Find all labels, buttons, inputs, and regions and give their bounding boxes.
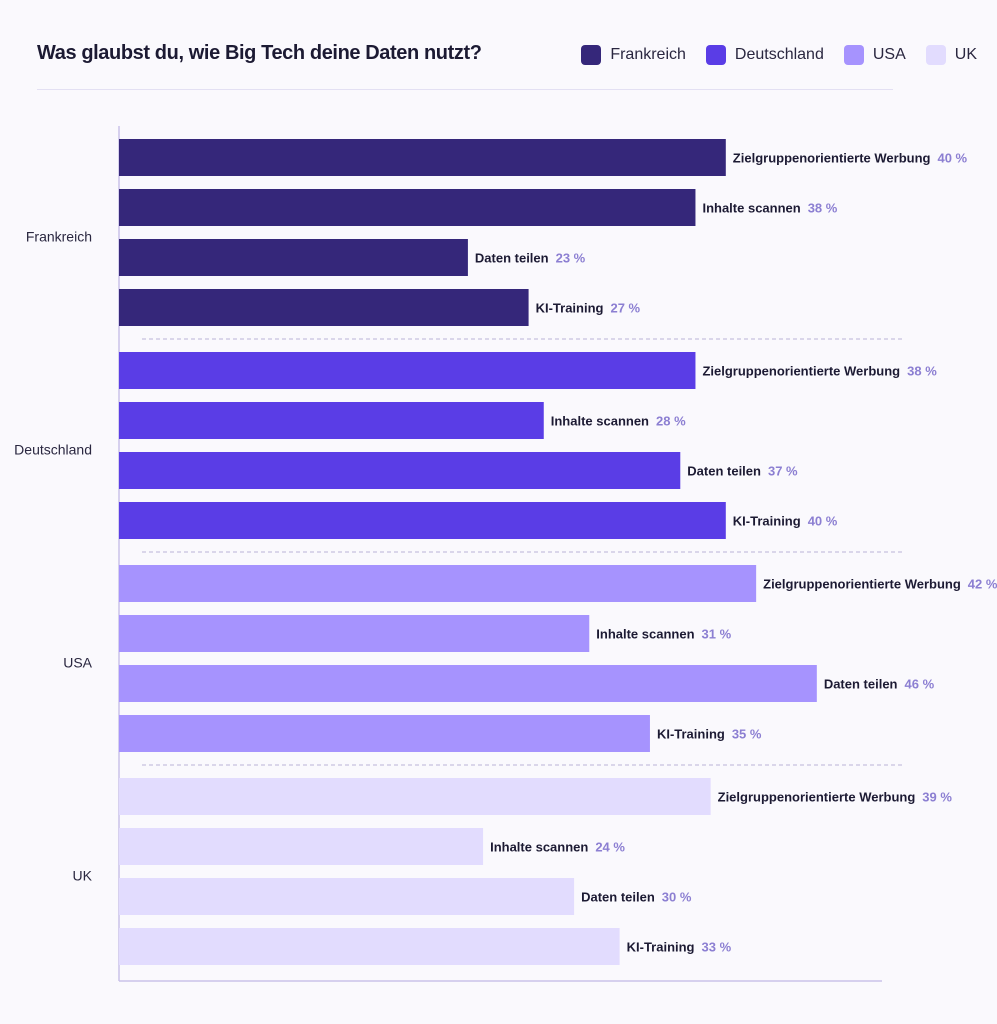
bar-deutschland-3 xyxy=(119,452,681,489)
legend-swatch-deutschland xyxy=(705,45,726,65)
bar-label-uk-2: Inhalte scannen 24 % xyxy=(490,840,625,855)
bar-label-deutschland-2: Inhalte scannen 28 % xyxy=(551,414,686,429)
bar-category-uk-3: Daten teilen xyxy=(581,890,655,905)
bar-frankreich-2 xyxy=(119,189,696,226)
bar-uk-3 xyxy=(119,878,575,915)
legend-item-uk[interactable]: UK xyxy=(925,45,977,65)
bar-category-usa-2: Inhalte scannen xyxy=(596,627,694,642)
bar-value-deutschland-1: 38 % xyxy=(907,364,937,379)
bar-label-frankreich-1: Zielgruppenorientierte Werbung 40 % xyxy=(733,151,968,166)
bar-value-frankreich-1: 40 % xyxy=(937,151,967,166)
bar-category-frankreich-4: KI-Training xyxy=(536,301,604,316)
bar-category-frankreich-1: Zielgruppenorientierte Werbung xyxy=(733,151,931,166)
group-label-frankreich: Frankreich xyxy=(26,229,92,245)
bar-label-uk-4: KI-Training 33 % xyxy=(627,940,732,955)
bar-usa-1 xyxy=(119,565,757,602)
bar-category-usa-4: KI-Training xyxy=(657,727,725,742)
legend-label-deutschland: Deutschland xyxy=(734,46,824,63)
bar-label-deutschland-4: KI-Training 40 % xyxy=(733,514,838,529)
bar-label-uk-3: Daten teilen 30 % xyxy=(581,890,692,905)
bar-frankreich-1 xyxy=(119,139,726,176)
bar-value-deutschland-2: 28 % xyxy=(656,414,686,429)
bar-label-frankreich-2: Inhalte scannen 38 % xyxy=(702,201,837,216)
bar-deutschland-1 xyxy=(119,352,696,389)
bar-label-frankreich-3: Daten teilen 23 % xyxy=(475,251,586,266)
bar-usa-3 xyxy=(119,665,817,702)
bar-value-usa-1: 42 % xyxy=(968,577,997,592)
bar-category-deutschland-2: Inhalte scannen xyxy=(551,414,649,429)
bar-frankreich-3 xyxy=(119,239,468,276)
bar-value-frankreich-3: 23 % xyxy=(556,251,586,266)
legend-item-deutschland[interactable]: Deutschland xyxy=(705,45,824,65)
bar-value-deutschland-4: 40 % xyxy=(808,514,838,529)
bar-value-frankreich-2: 38 % xyxy=(808,201,838,216)
bar-value-usa-2: 31 % xyxy=(702,627,732,642)
bar-value-frankreich-4: 27 % xyxy=(610,301,640,316)
bar-label-usa-1: Zielgruppenorientierte Werbung 42 % xyxy=(763,577,997,592)
header-divider xyxy=(37,89,893,90)
bar-category-deutschland-1: Zielgruppenorientierte Werbung xyxy=(702,364,900,379)
bar-value-uk-3: 30 % xyxy=(662,890,692,905)
bar-category-uk-2: Inhalte scannen xyxy=(490,840,588,855)
bar-value-uk-1: 39 % xyxy=(922,790,952,805)
bar-category-frankreich-3: Daten teilen xyxy=(475,251,549,266)
bar-usa-2 xyxy=(119,615,590,652)
bar-value-usa-3: 46 % xyxy=(905,677,935,692)
bar-category-frankreich-2: Inhalte scannen xyxy=(702,201,800,216)
bar-uk-2 xyxy=(119,828,484,865)
legend: Frankreich Deutschland USA UK xyxy=(561,45,977,65)
bar-category-uk-4: KI-Training xyxy=(627,940,695,955)
group-label-usa: USA xyxy=(63,655,92,671)
bar-label-uk-1: Zielgruppenorientierte Werbung 39 % xyxy=(718,790,953,805)
bar-deutschland-4 xyxy=(119,502,726,539)
bar-label-deutschland-1: Zielgruppenorientierte Werbung 38 % xyxy=(702,364,937,379)
legend-item-frankreich[interactable]: Frankreich xyxy=(581,45,686,65)
legend-swatch-usa xyxy=(843,45,864,65)
legend-label-uk: UK xyxy=(954,46,977,63)
bar-category-usa-3: Daten teilen xyxy=(824,677,898,692)
bar-value-uk-4: 33 % xyxy=(702,940,732,955)
bar-usa-4 xyxy=(119,715,650,752)
bar-category-usa-1: Zielgruppenorientierte Werbung xyxy=(763,577,961,592)
bar-category-uk-1: Zielgruppenorientierte Werbung xyxy=(718,790,916,805)
legend-label-usa: USA xyxy=(872,46,906,63)
bar-value-deutschland-3: 37 % xyxy=(768,464,798,479)
bar-frankreich-4 xyxy=(119,289,529,326)
bar-value-usa-4: 35 % xyxy=(732,727,762,742)
bar-value-uk-2: 24 % xyxy=(595,840,625,855)
bar-uk-1 xyxy=(119,778,711,815)
bar-label-deutschland-3: Daten teilen 37 % xyxy=(687,464,798,479)
bar-uk-4 xyxy=(119,928,620,965)
bar-label-usa-3: Daten teilen 46 % xyxy=(824,677,935,692)
bar-category-deutschland-4: KI-Training xyxy=(733,514,801,529)
legend-item-usa[interactable]: USA xyxy=(843,45,906,65)
bar-label-usa-2: Inhalte scannen 31 % xyxy=(596,627,731,642)
legend-label-frankreich: Frankreich xyxy=(610,46,686,63)
group-label-deutschland: Deutschland xyxy=(14,442,92,458)
bar-label-frankreich-4: KI-Training 27 % xyxy=(536,301,641,316)
group-label-uk: UK xyxy=(73,868,93,884)
bar-deutschland-2 xyxy=(119,402,544,439)
bar-category-deutschland-3: Daten teilen xyxy=(687,464,761,479)
chart-title: Was glaubst du, wie Big Tech deine Daten… xyxy=(37,42,482,64)
bar-label-usa-4: KI-Training 35 % xyxy=(657,727,762,742)
legend-swatch-frankreich xyxy=(581,45,602,65)
legend-swatch-uk xyxy=(925,45,946,65)
